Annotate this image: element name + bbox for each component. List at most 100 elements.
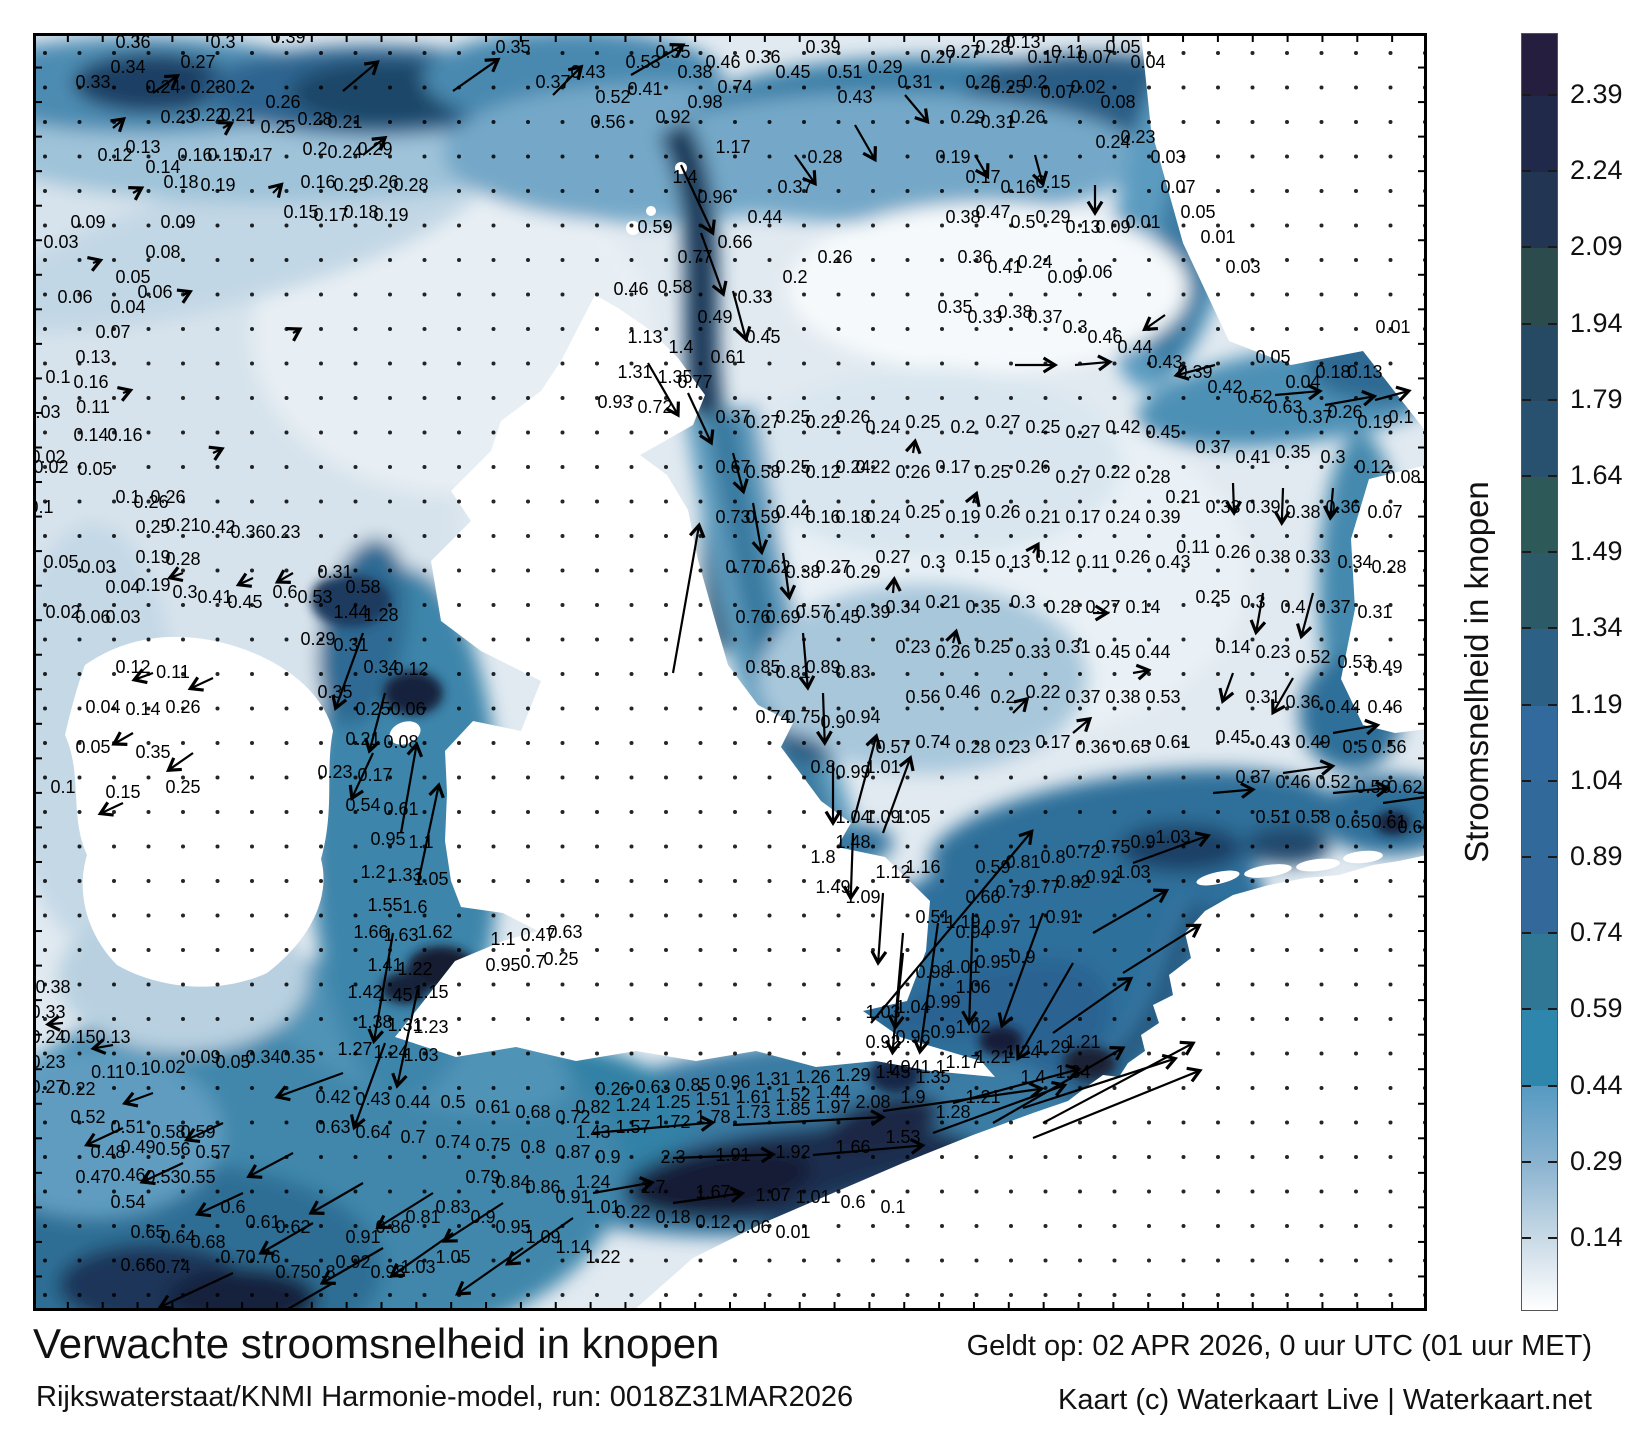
current-arrow [1332,718,1381,736]
current-value-label: 0.45 [745,327,780,347]
current-value-label: 0.03 [43,232,78,252]
current-value-label: 0.31 [333,635,368,655]
colorbar-tick-mark [1522,94,1531,96]
current-value-label: 0.53 [1145,687,1180,707]
current-value-label: 1.78 [695,1107,730,1127]
current-value-label: 0.46 [1087,327,1122,347]
current-value-label: 0.26 [1010,107,1045,127]
current-value-label: 0.22 [805,412,840,432]
colorbar-tick-mark [1522,398,1531,401]
current-value-label: 0.17 [357,765,392,785]
current-value-label: 0.13 [95,1027,130,1047]
current-value-label: 0.06 [137,282,172,302]
current-arrow [870,892,888,966]
current-arrow [1132,831,1212,865]
current-value-label: 0.49 [1295,732,1330,752]
colorbar-band [1522,172,1557,249]
current-value-label: 0.44 [747,207,782,227]
current-arrow [218,121,235,136]
current-value-label: 0.01 [1125,212,1160,232]
current-arrows-layer [45,43,1427,1311]
current-value-label: 1.19 [945,912,980,932]
colorbar-band [1522,705,1557,782]
current-value-label: 0.59 [745,507,780,527]
colorbar-band [1522,781,1557,858]
current-value-label: 0.28 [955,737,990,757]
current-arrow [1052,976,1134,1034]
current-arrow [592,1115,716,1135]
current-value-label: 0.13 [75,347,110,367]
current-value-label: 0.26 [835,407,870,427]
model-run-caption: Rijkswaterstaat/KNMI Harmonie-model, run… [36,1381,854,1413]
current-value-label: 0.28 [1135,467,1170,487]
current-value-label: 0.73 [715,507,750,527]
current-value-label: 0.61 [710,347,745,367]
current-value-label: 0.37 [777,177,812,197]
current-arrow [1142,314,1166,332]
current-value-label: 0.82 [1055,872,1090,892]
current-value-label: 0.65 [1335,812,1370,832]
current-value-label: 1.24 [575,1172,610,1192]
current-value-label: 0.35 [135,742,170,762]
current-value-label: 0.28 [393,175,428,195]
current-value-label: 0.26 [895,462,930,482]
current-value-label: 1.21 [975,1047,1010,1067]
current-value-label: 0.9 [1130,832,1155,852]
current-value-label: 0.92 [865,1032,900,1052]
current-arrow [157,1272,234,1310]
colorbar-tick-mark [1522,932,1531,935]
current-value-label: 0.02 [33,447,66,467]
current-arrow [1212,782,1256,799]
current-arrow [851,733,882,824]
current-value-label: 1.91 [715,1145,750,1165]
colorbar-tick-mark [1548,475,1557,477]
current-value-label: 0.12 [97,145,132,165]
current-value-label: 0.15 [207,145,242,165]
current-arrow [1382,795,1427,805]
current-arrow [680,164,716,236]
current-value-label: 0.05 [43,552,78,572]
current-value-label: 0.13 [125,137,160,157]
current-value-label: 1.55 [367,895,402,915]
current-value-label: 0.8 [310,1262,335,1282]
current-value-label: 0.49 [1367,657,1402,677]
map-frame [33,33,1427,1311]
current-arrow [1322,487,1340,521]
current-value-label: 0.82 [575,1097,610,1117]
current-arrow [45,1015,64,1032]
colorbar-tick-mark [1522,1008,1531,1011]
current-arrow [1122,923,1202,974]
current-value-label: 0.24 [835,457,870,477]
current-value-label: 0.25 [1195,587,1230,607]
current-value-label: 0.02 [1070,77,1105,97]
current-value-label: 0.15 [955,547,990,567]
current-value-label: 0.91 [555,1187,590,1207]
current-value-label: 0.61 [1155,732,1190,752]
current-value-label: 0.14 [145,157,180,177]
current-value-label: 0.26 [985,502,1020,522]
current-value-label: 0.12 [1035,547,1070,567]
current-value-label: 1.31 [755,1069,790,1089]
current-value-label: 0.98 [915,962,950,982]
current-value-label: 0.25 [333,175,368,195]
current-value-label: 0.81 [775,662,810,682]
current-value-label: 0.23 [190,77,225,97]
current-arrow [208,445,225,461]
current-value-label: 0.02 [45,602,80,622]
current-value-label: 0.35 [317,682,352,702]
current-value-label: 0.1 [45,367,70,387]
current-value-label: 0.37 [535,72,570,92]
current-value-label: 0.19 [945,507,980,527]
current-value-label: 1 [1028,912,1038,932]
current-arrow [945,628,962,645]
current-value-label: 1.53 [885,1127,920,1147]
current-value-label: 0.98 [687,92,722,112]
credit-caption: Kaart (c) Waterkaart Live | Waterkaart.n… [1058,1384,1592,1416]
current-value-label: 0.13 [1005,33,1040,52]
current-value-label: 1.48 [835,832,870,852]
colorbar-tick-label: 0.14 [1570,1222,1623,1252]
current-value-label: 0.06 [57,287,92,307]
current-arrow [246,1152,294,1179]
current-value-label: 0.5 [1010,212,1035,232]
